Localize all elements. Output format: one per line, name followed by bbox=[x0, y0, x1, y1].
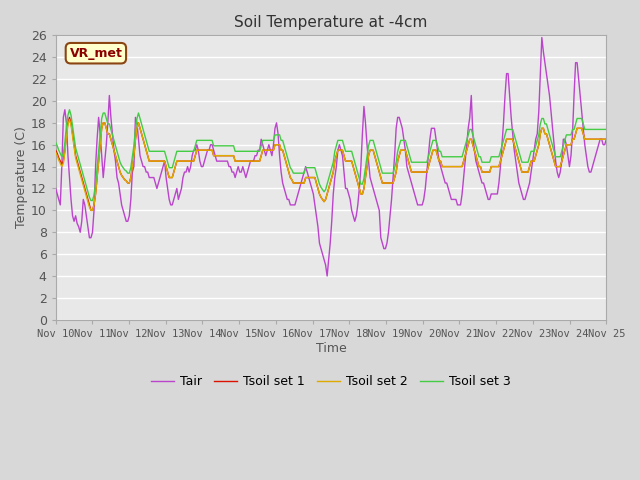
Tsoil set 2 bbox=[237, 158, 245, 164]
Tair bbox=[52, 186, 60, 192]
Title: Soil Temperature at -4cm: Soil Temperature at -4cm bbox=[234, 15, 428, 30]
Tsoil set 1 bbox=[122, 178, 130, 184]
Tsoil set 2 bbox=[66, 117, 74, 122]
Line: Tair: Tair bbox=[56, 37, 606, 276]
Tsoil set 3 bbox=[219, 143, 227, 149]
Line: Tsoil set 1: Tsoil set 1 bbox=[56, 118, 606, 210]
Tsoil set 1 bbox=[87, 207, 95, 213]
Tsoil set 1 bbox=[66, 115, 74, 120]
Tair bbox=[538, 35, 546, 40]
Tsoil set 2 bbox=[296, 180, 303, 186]
Tsoil set 3 bbox=[602, 127, 610, 132]
Legend: Tair, Tsoil set 1, Tsoil set 2, Tsoil set 3: Tair, Tsoil set 1, Tsoil set 2, Tsoil se… bbox=[146, 370, 516, 393]
Tsoil set 1 bbox=[246, 158, 254, 164]
Line: Tsoil set 3: Tsoil set 3 bbox=[56, 110, 606, 201]
Tair bbox=[602, 136, 610, 142]
Tsoil set 2 bbox=[246, 158, 254, 164]
Tsoil set 2 bbox=[87, 207, 95, 213]
Tair bbox=[575, 76, 582, 82]
Tsoil set 3 bbox=[237, 148, 245, 154]
Tair bbox=[323, 273, 331, 279]
Tsoil set 1 bbox=[237, 158, 245, 164]
Tsoil set 1 bbox=[602, 136, 610, 142]
Tair bbox=[244, 169, 252, 175]
Tair bbox=[292, 196, 300, 202]
Tsoil set 3 bbox=[575, 116, 582, 121]
Tair bbox=[216, 158, 223, 164]
Tsoil set 3 bbox=[296, 170, 303, 176]
Tsoil set 2 bbox=[52, 149, 60, 155]
Tsoil set 3 bbox=[66, 107, 74, 113]
Tsoil set 1 bbox=[575, 125, 582, 131]
X-axis label: Time: Time bbox=[316, 342, 346, 355]
Tsoil set 2 bbox=[219, 153, 227, 158]
Line: Tsoil set 2: Tsoil set 2 bbox=[56, 120, 606, 210]
Tsoil set 1 bbox=[219, 153, 227, 158]
Tsoil set 2 bbox=[122, 178, 130, 184]
Tsoil set 2 bbox=[575, 125, 582, 131]
Tsoil set 3 bbox=[246, 148, 254, 154]
Tair bbox=[234, 164, 242, 169]
Y-axis label: Temperature (C): Temperature (C) bbox=[15, 127, 28, 228]
Tsoil set 1 bbox=[52, 147, 60, 153]
Tsoil set 3 bbox=[52, 140, 60, 145]
Tsoil set 2 bbox=[602, 136, 610, 142]
Tsoil set 3 bbox=[87, 198, 95, 204]
Tair bbox=[119, 207, 127, 213]
Text: VR_met: VR_met bbox=[70, 47, 122, 60]
Tsoil set 1 bbox=[296, 180, 303, 186]
Tsoil set 3 bbox=[122, 168, 130, 174]
